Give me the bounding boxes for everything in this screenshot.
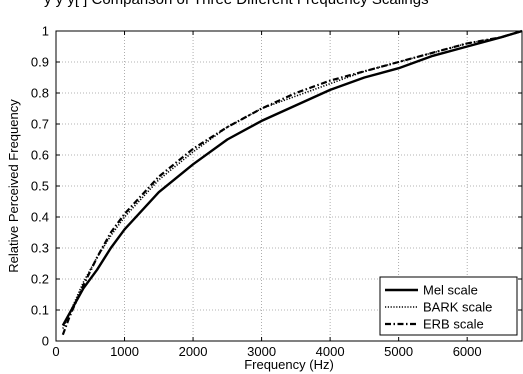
x-tick-label: 3000 [247,344,276,359]
x-tick-label: 1000 [110,344,139,359]
x-axis-label: Frequency (Hz) [244,357,334,372]
legend: Mel scale BARK scale ERB scale [379,276,518,336]
y-tick-label: 0 [42,334,49,349]
y-tick-label: 0.3 [31,241,49,256]
y-tick-label: 0.1 [31,303,49,318]
ticks: 0 1000 2000 3000 4000 5000 6000 0 0.1 0.2 0.3 0.4 0.… [31,24,522,359]
y-tick-label: 0.6 [31,148,49,163]
x-tick-label: 2000 [179,344,208,359]
y-tick-label: 1 [42,24,49,39]
x-tick-label: 4000 [316,344,345,359]
x-tick-label: 0 [52,344,59,359]
series-line-mel-scale [61,29,523,327]
page-title: y y y[ ] Comparison of Three Different F… [0,0,523,24]
y-tick-label: 0.4 [31,210,49,225]
legend-label: ERB scale [423,317,484,332]
y-axis-label: Relative Perceived Frequency [6,99,21,273]
series-lines [61,29,523,336]
legend-label: Mel scale [423,283,478,298]
legend-box [379,276,518,336]
y-tick-label: 0.8 [31,86,49,101]
series-line-erb-scale [61,29,523,336]
x-tick-label: 5000 [384,344,413,359]
legend-label: BARK scale [423,300,492,315]
y-tick-label: 0.2 [31,272,49,287]
page-title-text: y y y[ ] Comparison of Three Different F… [44,0,429,8]
y-tick-label: 0.7 [31,117,49,132]
y-tick-label: 0.5 [31,179,49,194]
y-tick-label: 0.9 [31,55,49,70]
x-tick-label: 6000 [453,344,482,359]
